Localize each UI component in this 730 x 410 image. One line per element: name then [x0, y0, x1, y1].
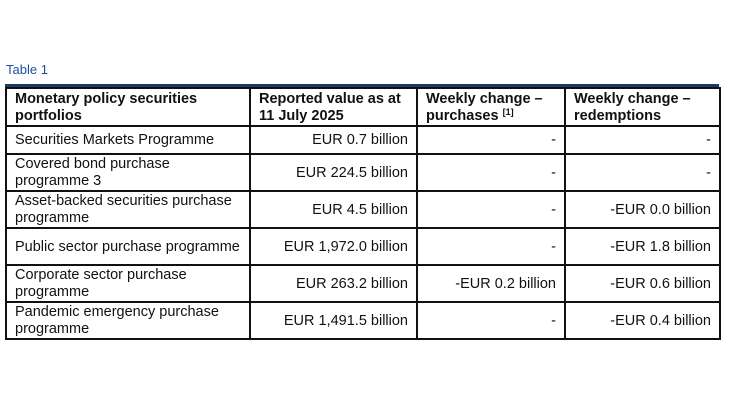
reported-value: EUR 224.5 billion: [249, 153, 418, 192]
table-row: Corporate sector purchase programme EUR …: [5, 264, 721, 303]
reported-value: EUR 1,491.5 billion: [249, 301, 418, 340]
reported-value: EUR 0.7 billion: [249, 125, 418, 155]
table-row: Asset-backed securities purchase program…: [5, 190, 721, 229]
header-weekly-redemptions: Weekly change – redemptions: [564, 87, 721, 127]
header-portfolios: Monetary policy securities portfolios: [5, 87, 251, 127]
weekly-purchases: -: [416, 190, 566, 229]
portfolio-name: Pandemic emergency purchase programme: [5, 301, 251, 340]
securities-table: Monetary policy securities portfolios Re…: [5, 87, 721, 340]
portfolio-name: Asset-backed securities purchase program…: [5, 190, 251, 229]
weekly-redemptions: -EUR 0.4 billion: [564, 301, 721, 340]
header-row: Monetary policy securities portfolios Re…: [5, 87, 721, 127]
weekly-purchases: -: [416, 301, 566, 340]
weekly-redemptions: -EUR 0.0 billion: [564, 190, 721, 229]
table-row: Covered bond purchase programme 3 EUR 22…: [5, 153, 721, 192]
header-reported-value: Reported value as at 11 July 2025: [249, 87, 418, 127]
weekly-purchases: -: [416, 227, 566, 266]
table-row: Public sector purchase programme EUR 1,9…: [5, 227, 721, 266]
caption-rule: [5, 84, 719, 87]
reported-value: EUR 1,972.0 billion: [249, 227, 418, 266]
portfolio-name: Public sector purchase programme: [5, 227, 251, 266]
weekly-purchases: -: [416, 125, 566, 155]
portfolio-name: Securities Markets Programme: [5, 125, 251, 155]
table-caption: Table 1: [6, 62, 48, 77]
table-row: Securities Markets Programme EUR 0.7 bil…: [5, 125, 721, 155]
table-row: Pandemic emergency purchase programme EU…: [5, 301, 721, 340]
weekly-redemptions: -EUR 1.8 billion: [564, 227, 721, 266]
portfolio-name: Covered bond purchase programme 3: [5, 153, 251, 192]
weekly-purchases: -: [416, 153, 566, 192]
weekly-redemptions: -: [564, 125, 721, 155]
footnote-ref[interactable]: [1]: [502, 107, 514, 117]
reported-value: EUR 4.5 billion: [249, 190, 418, 229]
weekly-purchases: -EUR 0.2 billion: [416, 264, 566, 303]
header-weekly-purchases: Weekly change – purchases [1]: [416, 87, 566, 127]
weekly-redemptions: -: [564, 153, 721, 192]
reported-value: EUR 263.2 billion: [249, 264, 418, 303]
portfolio-name: Corporate sector purchase programme: [5, 264, 251, 303]
weekly-redemptions: -EUR 0.6 billion: [564, 264, 721, 303]
header-weekly-purchases-label: Weekly change – purchases: [426, 91, 543, 124]
